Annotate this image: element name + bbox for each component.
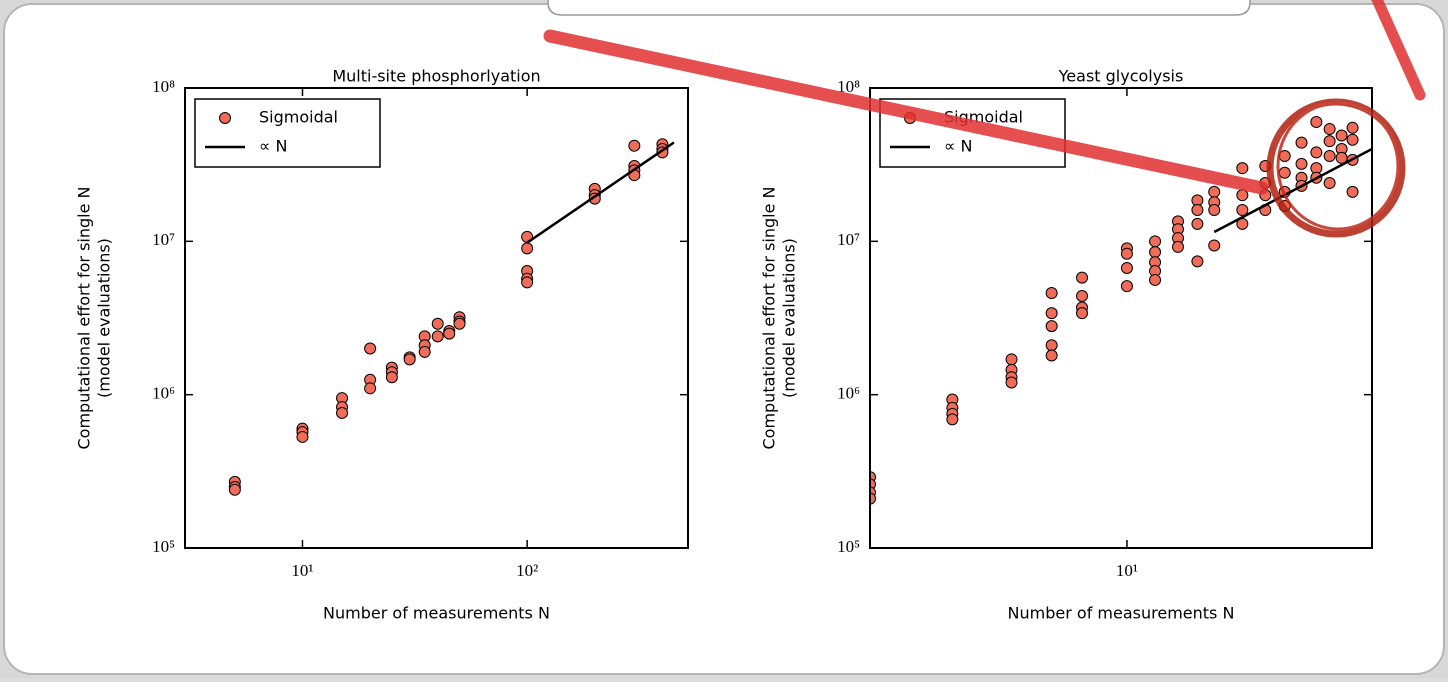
x-tick-label: 10¹ — [1116, 561, 1138, 580]
data-point — [431, 317, 444, 330]
data-point — [1208, 185, 1221, 198]
data-point — [1323, 177, 1336, 190]
y-tick-label: 10⁵ — [837, 537, 860, 556]
data-point — [1236, 162, 1249, 175]
data-point — [946, 413, 959, 426]
y-axis-label: (model evaluations) — [95, 238, 114, 398]
data-point — [1045, 307, 1058, 320]
data-point — [385, 371, 398, 384]
y-axis-label: Computational effort for single N — [75, 186, 94, 449]
data-point — [1310, 146, 1323, 159]
data-point — [1076, 271, 1089, 284]
plot-frame — [869, 87, 1373, 549]
data-point — [1236, 189, 1249, 202]
data-point — [1323, 150, 1336, 163]
circle-mark — [1276, 101, 1400, 231]
chart-title: Yeast glycolysis — [1058, 67, 1184, 86]
data-point — [521, 242, 534, 255]
data-point — [336, 406, 349, 419]
y-tick-label: 10⁵ — [152, 537, 175, 556]
charts: Multi-site phosphorlyation Number of meas… — [75, 67, 1373, 623]
data-point — [1045, 339, 1058, 352]
legend-swatch — [219, 112, 231, 124]
y-tick-label: 10⁶ — [837, 384, 860, 403]
plot-area — [870, 116, 1372, 505]
legend-label: ∝ N — [259, 137, 287, 156]
x-tick-label: 10¹ — [291, 561, 313, 580]
legend-label: Sigmoidal — [259, 108, 338, 127]
x-axis-label: Number of measurements N — [323, 604, 550, 623]
data-point — [1295, 136, 1308, 149]
x-tick-label: 10² — [516, 561, 538, 580]
strike-line — [1371, 0, 1426, 101]
trend-line — [1213, 147, 1372, 234]
data-point — [1172, 240, 1185, 253]
data-point — [1191, 255, 1204, 268]
y-axis-label: (model evaluations) — [780, 238, 799, 398]
data-point — [1335, 129, 1348, 142]
data-point — [1005, 353, 1018, 366]
data-point — [1005, 376, 1018, 389]
data-point — [628, 139, 641, 152]
data-point — [228, 483, 241, 496]
data-point — [364, 342, 377, 355]
data-point — [296, 430, 309, 443]
plot-area — [228, 138, 675, 496]
legend-label: ∝ N — [944, 137, 972, 156]
data-point — [1120, 280, 1133, 293]
y-tick-label: 10⁸ — [152, 77, 175, 96]
data-point — [1208, 204, 1221, 217]
data-point — [1076, 290, 1089, 303]
chart: Yeast glycolysis Number of measurements N… — [760, 67, 1373, 623]
chart-title: Multi-site phosphorlyation — [332, 67, 540, 86]
data-point — [870, 492, 876, 505]
data-point — [1346, 185, 1359, 198]
data-point — [1045, 287, 1058, 300]
annotation — [543, 0, 1426, 238]
data-point — [1346, 121, 1359, 134]
data-point — [1149, 235, 1162, 248]
y-tick-label: 10⁸ — [837, 77, 860, 96]
data-point — [1208, 239, 1221, 252]
data-point — [364, 382, 377, 395]
data-point — [443, 327, 456, 340]
plot-frame — [184, 87, 689, 549]
data-point — [431, 330, 444, 343]
data-point — [1120, 262, 1133, 275]
data-point — [1310, 116, 1323, 129]
data-point — [1045, 349, 1058, 362]
data-point — [1076, 307, 1089, 320]
x-axis-label: Number of measurements N — [1008, 604, 1235, 623]
data-point — [1149, 273, 1162, 286]
y-tick-label: 10⁷ — [837, 230, 860, 249]
chart: Multi-site phosphorlyation Number of meas… — [75, 67, 689, 623]
y-tick-label: 10⁷ — [152, 230, 175, 249]
data-point — [418, 345, 431, 358]
data-point — [1236, 204, 1249, 217]
strike-line — [543, 29, 1269, 195]
data-point — [1346, 133, 1359, 146]
data-point — [1191, 204, 1204, 217]
data-point — [1120, 247, 1133, 260]
data-point — [1323, 123, 1336, 136]
trend-line — [526, 141, 675, 244]
y-axis-label: Computational effort for single N — [760, 186, 779, 449]
popup — [547, 0, 1251, 16]
data-point — [521, 276, 534, 289]
data-point — [1295, 157, 1308, 170]
data-point — [1149, 246, 1162, 259]
legend: Sigmoidal ∝ N — [194, 98, 381, 168]
data-point — [453, 317, 466, 330]
legend-box — [194, 98, 381, 168]
y-tick-label: 10⁶ — [152, 384, 175, 403]
data-point — [1045, 320, 1058, 333]
data-point — [1278, 166, 1291, 179]
data-point — [1323, 135, 1336, 148]
data-point — [1191, 217, 1204, 230]
data-point — [403, 353, 416, 366]
